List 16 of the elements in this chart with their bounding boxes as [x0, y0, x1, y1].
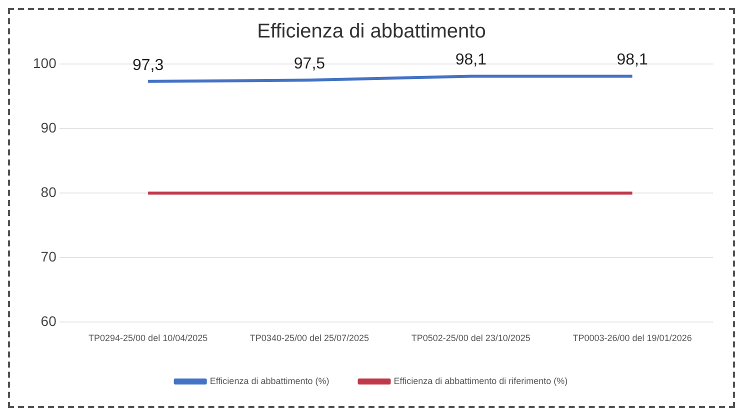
x-tick-label: TP0294-25/00 del 10/04/2025: [88, 333, 208, 344]
data-label: 97,3: [132, 56, 164, 74]
x-tick-label: TP0340-25/00 del 25/07/2025: [250, 333, 370, 344]
data-label: 98,1: [616, 52, 648, 69]
legend-label: Efficienza di abbattimento di riferimento (%): [394, 376, 568, 386]
y-tick-label: 60: [40, 313, 57, 330]
y-tick-label: 100: [33, 54, 57, 71]
x-tick-label: TP0502-25/00 del 23/10/2025: [411, 333, 530, 344]
y-tick-label: 90: [40, 119, 57, 136]
x-tick-label: TP0003-26/00 del 19/01/2026: [572, 333, 692, 344]
y-tick-label: 80: [40, 184, 57, 200]
chart-title: Efficienza di abbattimento: [257, 20, 486, 43]
y-tick-label: 70: [40, 248, 57, 265]
data-label: 98,1: [455, 52, 487, 69]
data-label: 97,5: [294, 56, 326, 73]
legend-label: Efficienza di abbattimento (%): [210, 376, 330, 386]
